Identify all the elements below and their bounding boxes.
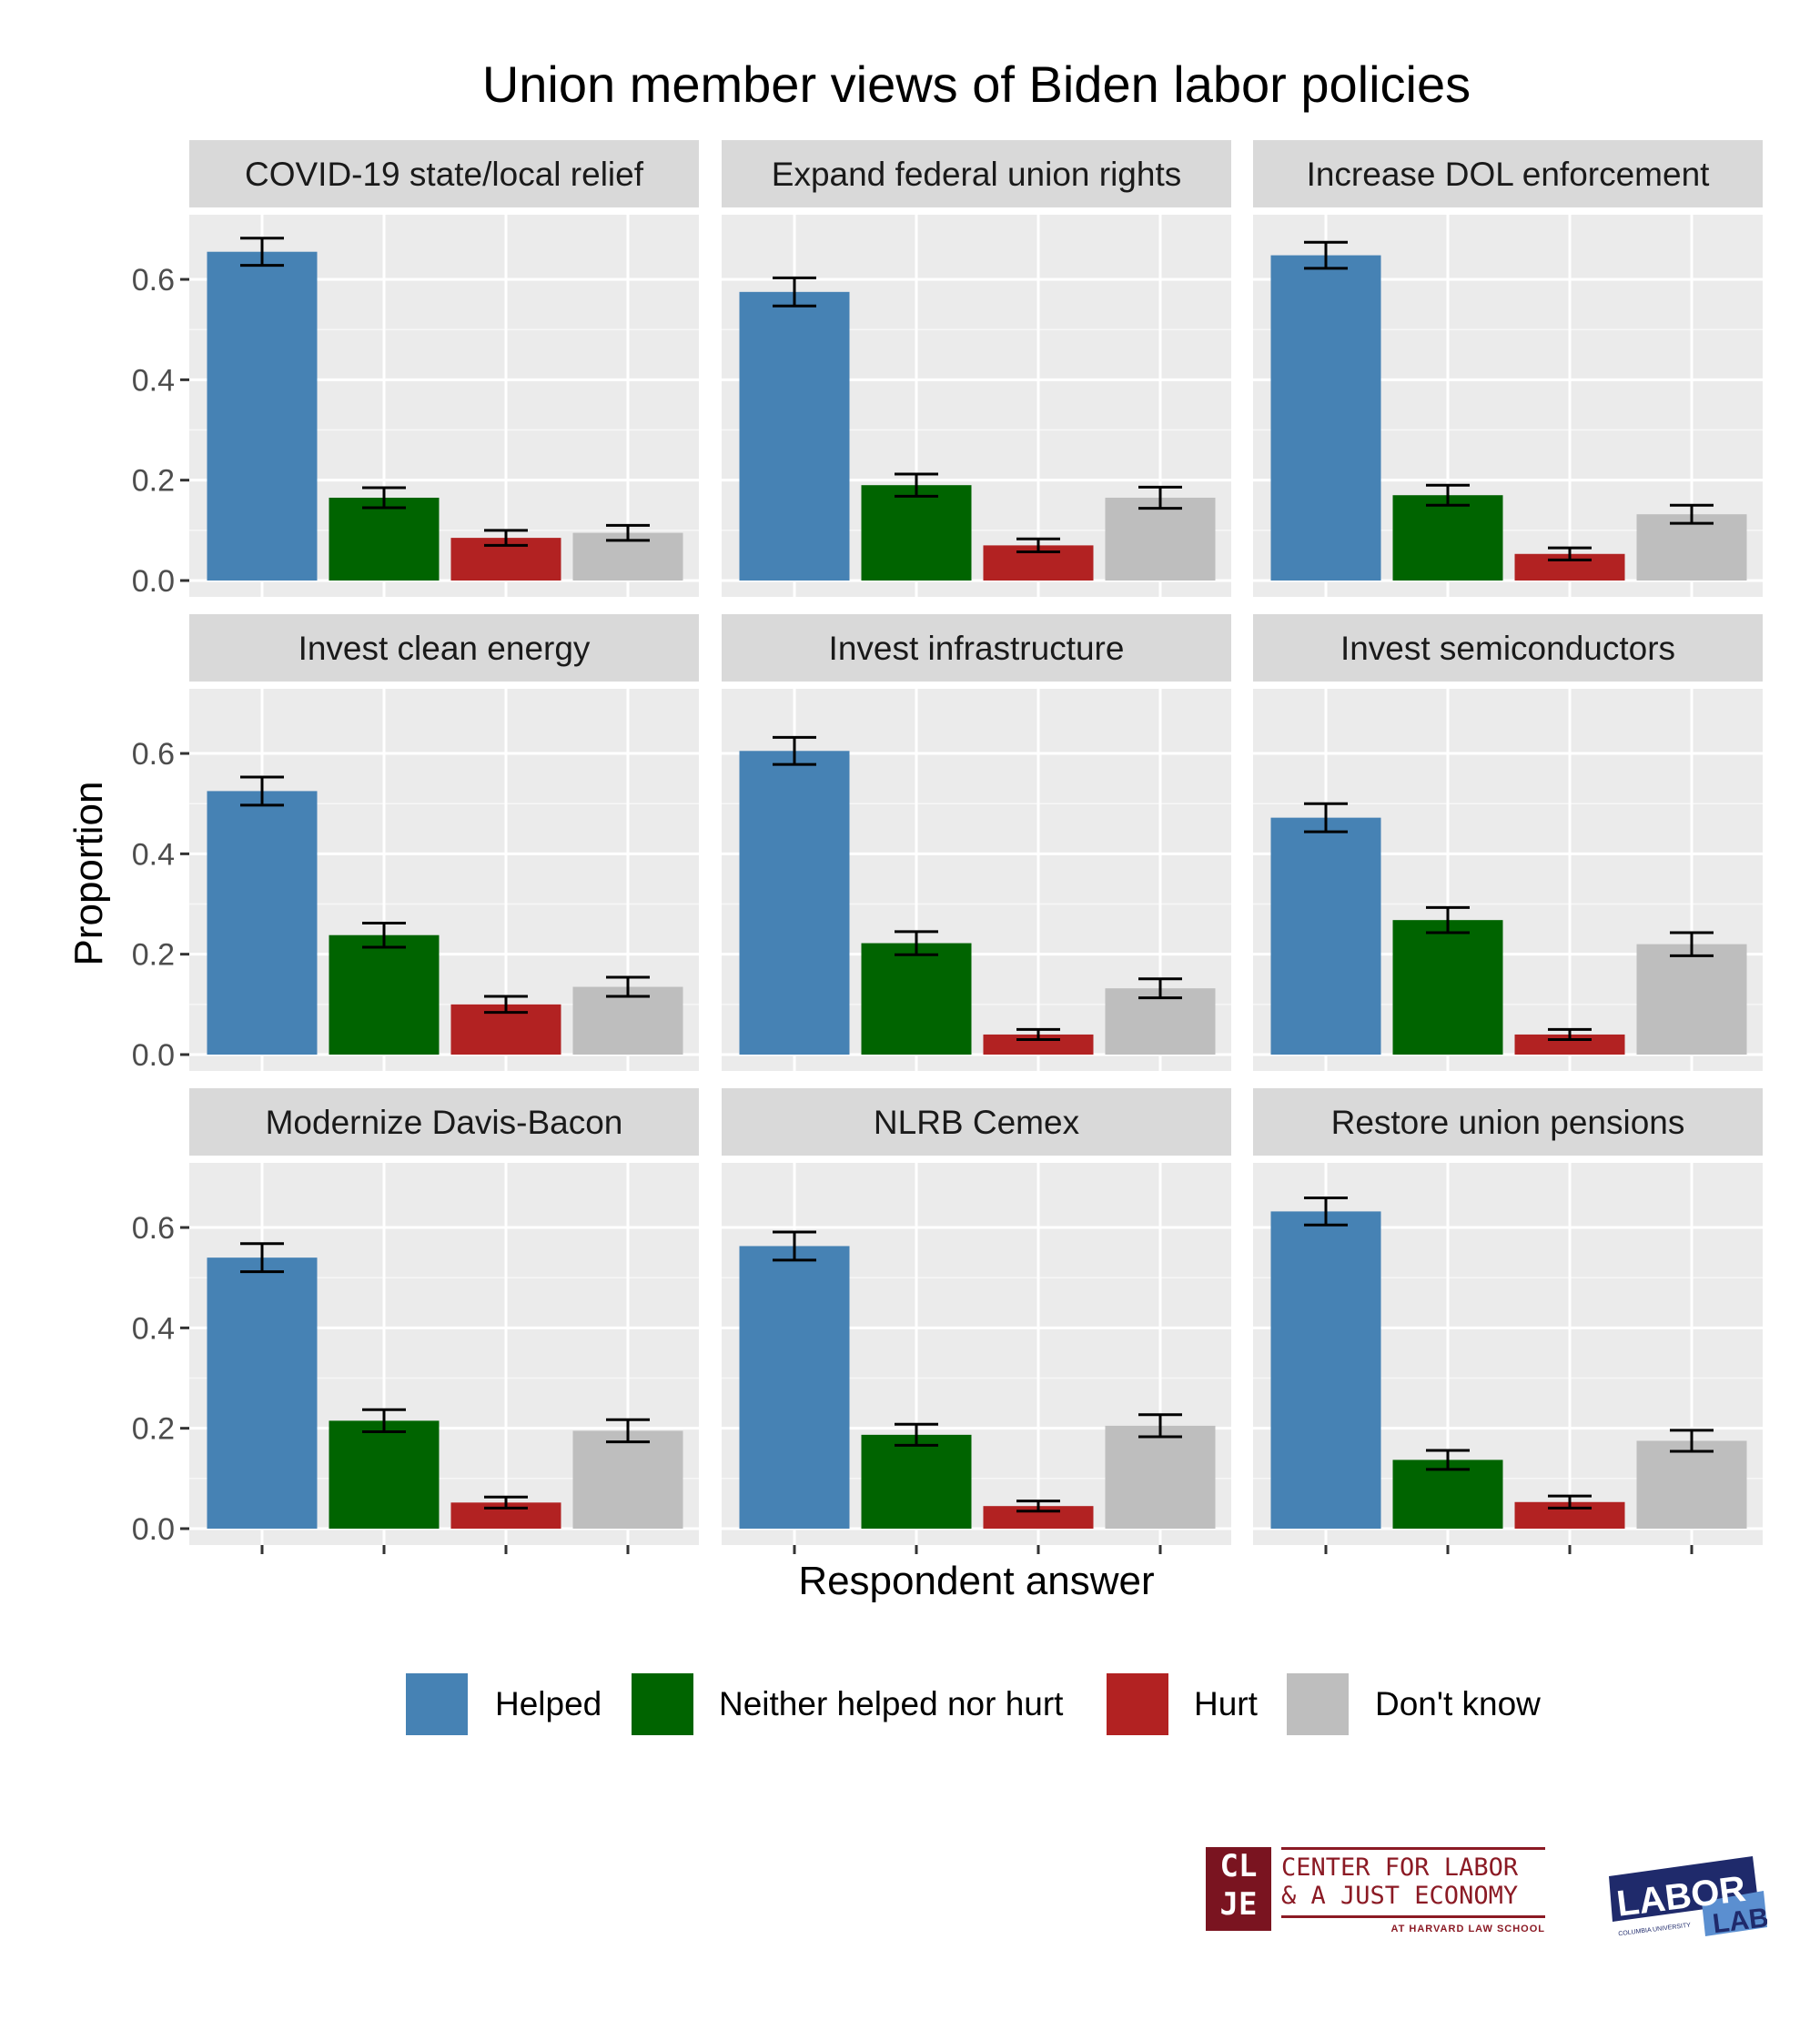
- bar-2-1: [739, 291, 850, 581]
- y-tick-label: 0.2: [132, 1412, 175, 1447]
- panel-strip-1: [189, 140, 699, 207]
- y-tick-label: 0.6: [132, 737, 175, 772]
- panel-title-1: COVID-19 state/local relief: [245, 156, 644, 193]
- legend-swatch-3: [1105, 1672, 1170, 1737]
- y-tick-label: 0.4: [132, 363, 175, 398]
- y-tick-label: 0.4: [132, 837, 175, 872]
- bar-4-2: [329, 934, 440, 1055]
- bar-3-4: [1636, 514, 1747, 581]
- bar-7-4: [572, 1430, 683, 1529]
- bar-4-1: [207, 791, 318, 1055]
- bar-3-1: [1270, 255, 1381, 581]
- panel-strip-5: [722, 614, 1231, 682]
- bar-1-1: [207, 251, 318, 581]
- panel-strip-8: [722, 1088, 1231, 1156]
- bar-6-4: [1636, 944, 1747, 1055]
- y-tick-label: 0.6: [132, 1211, 175, 1246]
- panel-title-7: Modernize Davis-Bacon: [266, 1104, 623, 1141]
- legend-label-2: Neither helped nor hurt: [719, 1685, 1064, 1722]
- bar-6-3: [1514, 1034, 1625, 1055]
- bar-8-1: [739, 1246, 850, 1529]
- y-tick-label: 0.0: [132, 564, 175, 599]
- legend-swatch-1: [404, 1672, 470, 1737]
- y-tick-label: 0.2: [132, 938, 175, 973]
- panel-title-8: NLRB Cemex: [874, 1104, 1080, 1141]
- bar-7-2: [329, 1420, 440, 1529]
- legend-swatch-4: [1285, 1672, 1350, 1737]
- bar-2-4: [1105, 497, 1216, 581]
- y-tick-label: 0.0: [132, 1038, 175, 1073]
- legend-label-4: Don't know: [1375, 1685, 1541, 1722]
- y-tick-label: 0.4: [132, 1311, 175, 1346]
- bar-6-2: [1392, 920, 1503, 1055]
- x-axis-title: Respondent answer: [798, 1559, 1154, 1603]
- bar-9-1: [1270, 1211, 1381, 1529]
- panel-title-3: Increase DOL enforcement: [1307, 156, 1711, 193]
- y-tick-label: 0.6: [132, 263, 175, 298]
- panel-title-5: Invest infrastructure: [829, 630, 1125, 667]
- bar-9-4: [1636, 1440, 1747, 1529]
- panel-strip-2: [722, 140, 1231, 207]
- panel-strip-6: [1253, 614, 1763, 682]
- bar-5-4: [1105, 988, 1216, 1055]
- legend-label-3: Hurt: [1194, 1685, 1259, 1722]
- panel-title-6: Invest semiconductors: [1340, 630, 1675, 667]
- legend-swatch-2: [630, 1672, 695, 1737]
- panel-title-4: Invest clean energy: [298, 630, 591, 667]
- bar-7-1: [207, 1257, 318, 1529]
- bar-8-4: [1105, 1425, 1216, 1529]
- bar-2-2: [861, 485, 972, 581]
- panel-strip-7: [189, 1088, 699, 1156]
- chart-title: Union member views of Biden labor polici…: [482, 56, 1471, 113]
- bar-9-2: [1392, 1459, 1503, 1529]
- legend-label-1: Helped: [495, 1685, 602, 1722]
- bar-3-2: [1392, 495, 1503, 581]
- bar-5-2: [861, 943, 972, 1055]
- panel-title-2: Expand federal union rights: [772, 156, 1181, 193]
- bar-1-2: [329, 497, 440, 581]
- bar-4-4: [572, 986, 683, 1055]
- y-tick-label: 0.0: [132, 1512, 175, 1547]
- bar-5-1: [739, 751, 850, 1055]
- bar-8-2: [861, 1434, 972, 1529]
- panel-strip-4: [189, 614, 699, 682]
- panel-strip-9: [1253, 1088, 1763, 1156]
- bar-5-3: [983, 1034, 1094, 1055]
- panel-strip-3: [1253, 140, 1763, 207]
- y-axis-title: Proportion: [66, 781, 111, 965]
- bar-6-1: [1270, 817, 1381, 1055]
- panel-title-9: Restore union pensions: [1331, 1104, 1685, 1141]
- y-tick-label: 0.2: [132, 464, 175, 499]
